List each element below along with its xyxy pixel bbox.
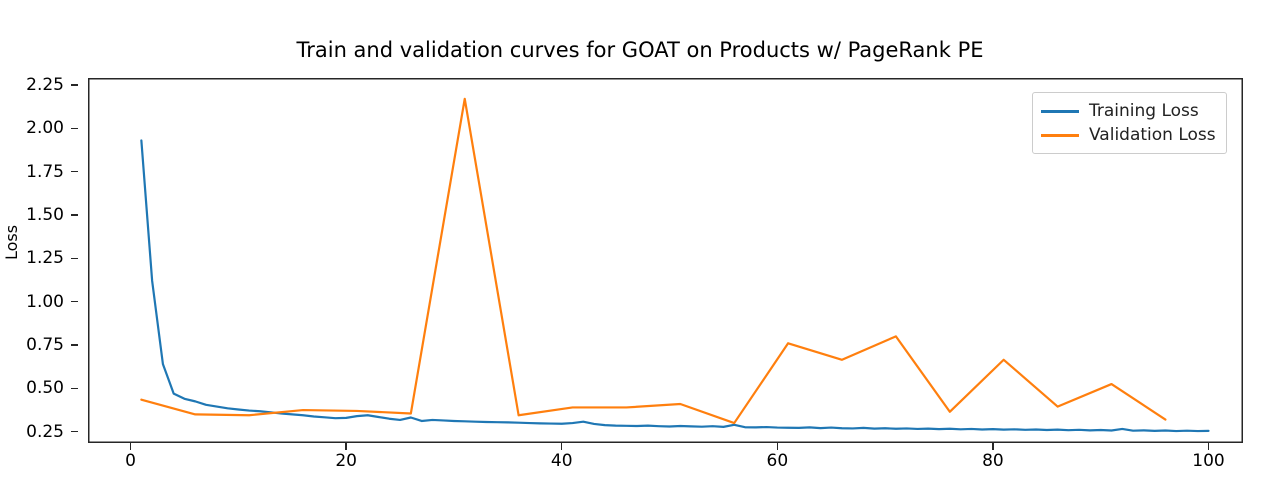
legend-label: Validation Loss [1089,125,1216,145]
series-line [140,97,1167,425]
plot-area [88,78,1243,443]
y-tick-mark [71,170,78,173]
x-tick-label: 100 [1192,451,1225,471]
y-tick-label: 1.75 [26,161,64,182]
y-tick-mark [71,344,78,346]
y-tick-label: 1.00 [26,291,64,312]
axes-spines [88,78,1243,443]
x-axis-tick-labels: 0 20 40 60 80 100 [88,443,1243,483]
legend-item[interactable]: Validation Loss [1041,123,1216,147]
x-tick-mark [1207,443,1210,450]
y-tick-label: 1.50 [26,204,64,225]
chart-title: Train and validation curves for GOAT on … [296,38,984,62]
y-tick-label: 0.50 [26,378,64,399]
y-tick-mark [71,257,78,260]
y-tick-mark [71,84,78,86]
x-tick-mark [776,443,779,450]
plot-svg [88,78,1243,443]
y-tick-mark [71,300,78,303]
y-tick-mark [71,387,78,390]
x-tick-mark [129,443,132,450]
x-tick-label: 20 [335,451,357,471]
y-axis-tick-labels: 0.25 0.50 0.75 1.00 1.25 1.50 1.75 2.00 2.25 [0,74,78,443]
x-tick-label: 80 [982,451,1004,471]
x-tick-mark [345,443,347,450]
plot-lines [140,97,1210,433]
y-tick-label: 0.25 [26,421,64,442]
legend-color-swatch [1041,109,1079,113]
y-tick-label: 1.25 [26,248,64,269]
y-tick-label: 2.25 [26,74,64,95]
y-tick-label: 2.00 [26,118,64,139]
legend-item[interactable]: Training Loss [1041,99,1216,123]
y-tick-mark [71,214,78,216]
x-tick-label: 60 [766,451,789,471]
legend-color-swatch [1041,133,1079,137]
y-tick-label: 0.75 [26,335,64,356]
x-tick-mark [992,443,994,450]
y-tick-mark [71,127,78,130]
y-tick-mark [71,430,78,433]
series-line [140,139,1210,433]
legend-label: Training Loss [1089,101,1199,121]
x-tick-mark [560,443,563,450]
x-tick-label: 40 [550,451,573,471]
chart-legend: Training Loss Validation Loss [1032,92,1227,154]
x-tick-label: 0 [125,451,136,471]
